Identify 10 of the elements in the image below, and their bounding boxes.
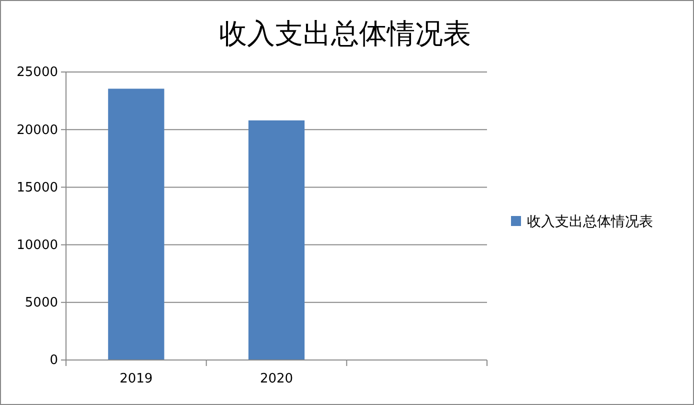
- y-tick-label: 15000: [16, 180, 58, 196]
- legend-label: 收入支出总体情况表: [527, 214, 653, 230]
- y-tick-label: 20000: [16, 122, 58, 138]
- chart-title: 收入支出总体情况表: [219, 17, 471, 50]
- y-tick-label: 25000: [16, 65, 58, 80]
- y-tick-label: 10000: [16, 238, 58, 253]
- x-tick-label: 2020: [260, 372, 294, 386]
- y-tick-label: 5000: [24, 296, 58, 311]
- y-tick-label: 0: [50, 353, 58, 368]
- x-tick-label: 2019: [120, 372, 153, 386]
